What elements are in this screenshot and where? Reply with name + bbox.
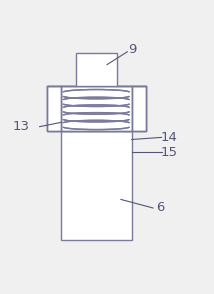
Bar <box>47 86 146 131</box>
Bar <box>47 86 146 131</box>
Text: 14: 14 <box>161 131 177 144</box>
Bar <box>61 86 132 131</box>
Text: 15: 15 <box>160 146 178 159</box>
Bar <box>47 86 61 131</box>
Ellipse shape <box>63 91 129 97</box>
Ellipse shape <box>63 114 129 121</box>
Text: 6: 6 <box>156 201 165 215</box>
Ellipse shape <box>63 106 129 113</box>
Bar <box>132 86 146 131</box>
Bar <box>61 131 132 240</box>
Ellipse shape <box>63 122 129 128</box>
Text: 9: 9 <box>128 43 137 56</box>
Ellipse shape <box>63 98 129 105</box>
Text: 13: 13 <box>13 120 30 133</box>
Bar <box>76 53 117 86</box>
